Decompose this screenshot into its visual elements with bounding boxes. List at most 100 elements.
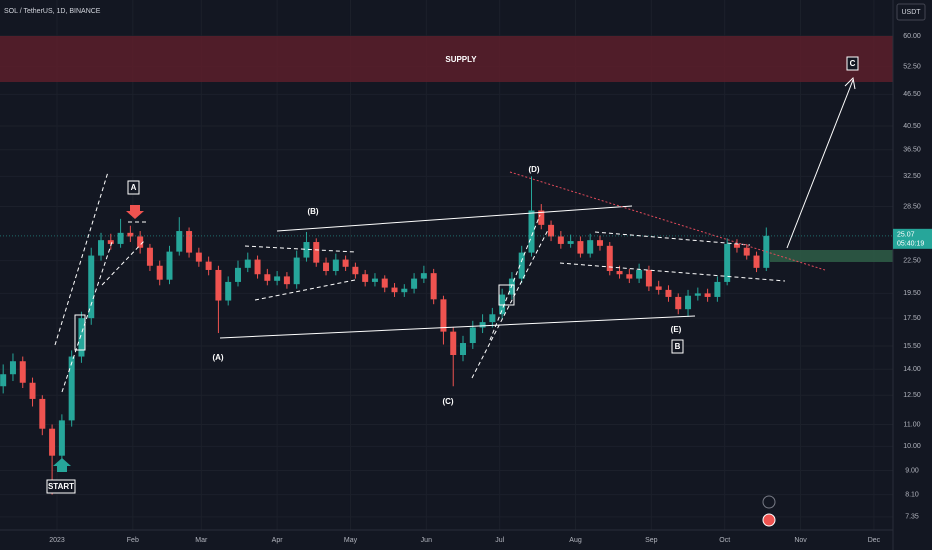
y-tick-label: 7.35 bbox=[905, 514, 919, 521]
candle-body bbox=[528, 210, 535, 253]
y-tick-label: 15.50 bbox=[903, 343, 921, 350]
candle-body bbox=[127, 232, 134, 237]
y-tick-label: 12.50 bbox=[903, 392, 921, 399]
candle-body bbox=[577, 241, 584, 254]
y-tick-label: 19.50 bbox=[903, 290, 921, 297]
candle-body bbox=[39, 398, 46, 429]
candle-body bbox=[195, 252, 202, 262]
candle-body bbox=[205, 261, 212, 270]
candle-body bbox=[733, 243, 740, 248]
axes: 60.00 52.50 46.50 40.50 36.50 32.50 28.50 22.50… bbox=[49, 33, 932, 544]
candle-body bbox=[9, 361, 16, 375]
currency: USDT bbox=[901, 9, 921, 16]
y-tick-label: 36.50 bbox=[903, 147, 921, 154]
sub-wave-label: (D) bbox=[528, 165, 539, 174]
candle-body bbox=[371, 278, 378, 282]
sub-wave-label: (C) bbox=[442, 397, 453, 406]
label-box bbox=[846, 56, 859, 71]
x-tick-label: Jul bbox=[495, 537, 504, 544]
candle-body bbox=[323, 262, 330, 272]
event-icon[interactable] bbox=[762, 513, 776, 527]
y-tick-label: 60.00 bbox=[903, 33, 921, 40]
candle-body bbox=[146, 247, 153, 266]
candle-body bbox=[313, 242, 320, 263]
candle-body bbox=[440, 299, 447, 332]
countdown: 05:40:19 bbox=[897, 241, 924, 248]
x-tick-label: May bbox=[344, 537, 358, 544]
dashed-lines bbox=[54, 171, 786, 393]
y-tick-label: 32.50 bbox=[903, 173, 921, 180]
trendline bbox=[276, 205, 633, 232]
candle-body bbox=[391, 287, 398, 293]
candle-body bbox=[479, 322, 486, 328]
x-tick-label: Nov bbox=[794, 537, 807, 544]
candle-body bbox=[685, 295, 692, 310]
candle-body bbox=[645, 269, 652, 287]
box bbox=[74, 314, 86, 351]
trendline bbox=[219, 315, 696, 339]
candle-body bbox=[156, 265, 163, 280]
candle-body bbox=[401, 288, 408, 293]
sub-wave-label: (E) bbox=[671, 325, 682, 334]
y-tick-label: 46.50 bbox=[903, 91, 921, 98]
candle-body bbox=[117, 232, 124, 244]
y-tick-label: 40.50 bbox=[903, 123, 921, 130]
candle-body bbox=[460, 343, 467, 356]
demand-zone bbox=[770, 250, 893, 262]
candle-body bbox=[430, 273, 437, 300]
currency-box[interactable] bbox=[896, 3, 926, 21]
grid bbox=[0, 0, 893, 530]
candle-body bbox=[420, 273, 427, 279]
candle-body bbox=[626, 274, 633, 279]
symbol-title: SOL / TetherUS, 1D, BINANCE bbox=[4, 8, 101, 15]
candle-body bbox=[411, 278, 418, 289]
candle-body bbox=[107, 240, 114, 244]
y-tick-label: 11.00 bbox=[904, 421, 921, 428]
label-box bbox=[127, 180, 140, 195]
label-box bbox=[46, 479, 76, 494]
x-tick-label: Aug bbox=[569, 537, 582, 544]
x-tick-label: Apr bbox=[272, 537, 284, 544]
resistance-line bbox=[509, 171, 826, 271]
y-tick-label: 28.50 bbox=[903, 203, 921, 210]
candle-body bbox=[244, 259, 251, 268]
candle-body bbox=[548, 224, 555, 237]
candle-body bbox=[616, 271, 623, 275]
candle-body bbox=[665, 289, 672, 297]
event-icon[interactable] bbox=[762, 495, 776, 509]
candle-body bbox=[381, 278, 388, 288]
supply-zone bbox=[0, 36, 893, 82]
y-tick-label: 9.00 bbox=[905, 467, 919, 474]
candle-body bbox=[606, 245, 613, 272]
sub-wave-label: (B) bbox=[307, 207, 318, 216]
candle-body bbox=[29, 382, 36, 399]
candle-body bbox=[704, 293, 711, 297]
candle-body bbox=[450, 331, 457, 356]
candle-body bbox=[254, 259, 261, 275]
x-tick-label: Feb bbox=[127, 537, 139, 544]
candle-body bbox=[215, 269, 222, 301]
wave-label: A bbox=[131, 183, 137, 192]
label-box bbox=[671, 339, 684, 354]
x-tick-label: Sep bbox=[645, 537, 658, 544]
candle-body bbox=[352, 266, 359, 275]
candle-body bbox=[342, 259, 349, 267]
candle-body bbox=[283, 276, 290, 285]
candle-body bbox=[508, 278, 515, 295]
candle-body bbox=[587, 240, 594, 254]
candle-body bbox=[567, 241, 574, 244]
candle-body bbox=[0, 374, 7, 387]
arrow-head bbox=[844, 76, 856, 90]
candle-body bbox=[332, 259, 339, 272]
candle-body bbox=[88, 255, 95, 319]
sub-wave-label: (A) bbox=[212, 353, 223, 362]
start-label: START bbox=[48, 482, 74, 491]
price-label-box bbox=[893, 228, 932, 249]
candle-body bbox=[557, 236, 564, 244]
candle-body bbox=[469, 327, 476, 344]
candle-body bbox=[518, 252, 525, 279]
y-tick-label: 22.50 bbox=[903, 257, 921, 264]
candle-body bbox=[596, 240, 603, 246]
candle-body bbox=[675, 296, 682, 310]
wave-label: C bbox=[850, 59, 856, 68]
